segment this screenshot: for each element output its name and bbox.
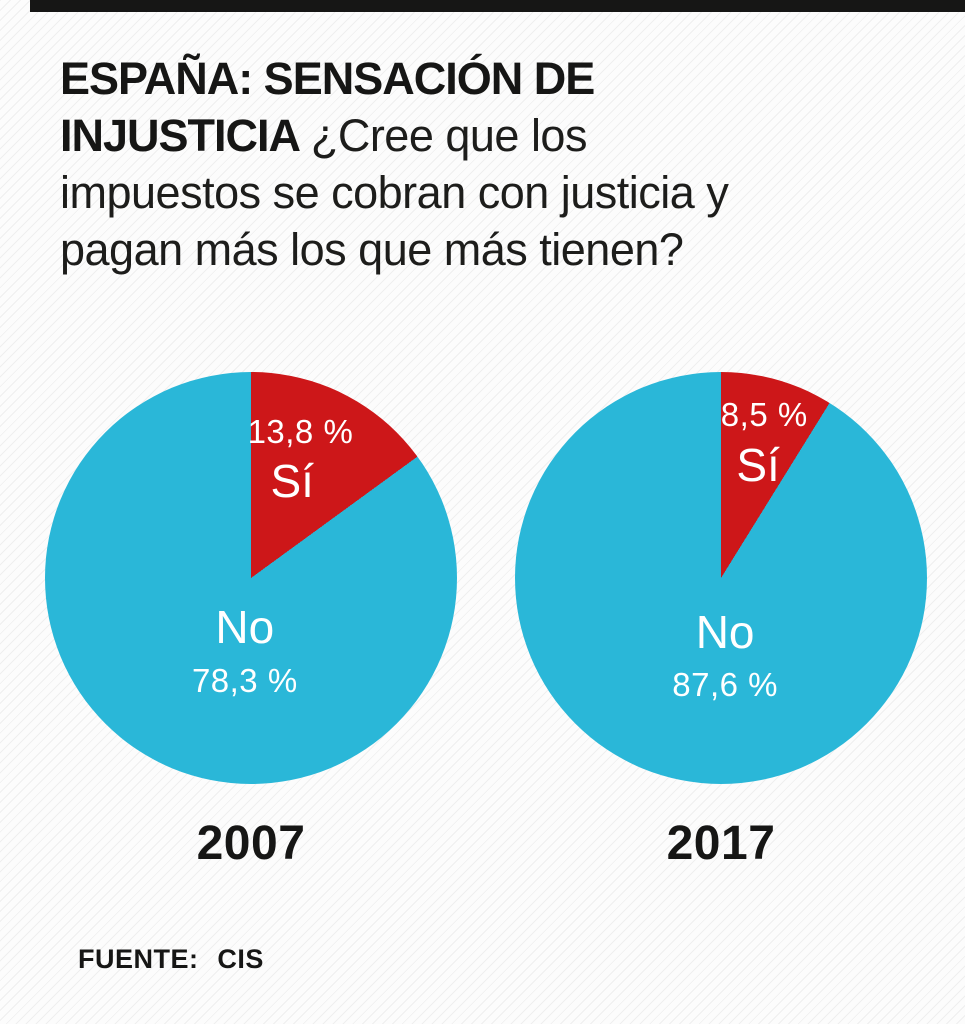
title-regular-text: ¿Cree que los [310, 110, 588, 161]
title-regular-text: pagan más los que más tienen? [60, 224, 684, 275]
pie-chart-2017: 8,5 % Sí No 87,6 % [515, 372, 927, 784]
title-line-1: ESPAÑA: SENSACIÓN DE [60, 50, 920, 107]
year-label-2007: 2007 [196, 817, 306, 870]
category-label-no-2007: No [215, 601, 275, 654]
pie-chart-2007: 13,8 % Sí No 78,3 % [45, 372, 457, 784]
pie-figure-2007: 13,8 % Sí No 78,3 % 2007 [45, 372, 457, 871]
value-label-yes-2007: 13,8 % [247, 412, 354, 450]
pie-charts-row: 13,8 % Sí No 78,3 % 2007 8,5 % Sí No 87,… [45, 372, 927, 871]
title-bold-text: ESPAÑA: SENSACIÓN DE [60, 53, 595, 104]
title-regular-text: impuestos se cobran con justicia y [60, 167, 729, 218]
pie-figure-2017: 8,5 % Sí No 87,6 % 2017 [515, 372, 927, 871]
title-bold-text: INJUSTICIA [60, 110, 301, 161]
top-accent-bar [30, 0, 965, 12]
source: FUENTE: CIS [78, 944, 264, 975]
chart-title: ESPAÑA: SENSACIÓN DE INJUSTICIA ¿Cree que… [60, 50, 920, 278]
value-label-no-2007: 78,3 % [191, 662, 298, 699]
title-line-4: pagan más los que más tienen? [60, 221, 920, 278]
value-label-no-2017: 87,6 % [672, 666, 778, 704]
title-line-3: impuestos se cobran con justicia y [60, 164, 920, 221]
source-value: CIS [217, 944, 264, 974]
category-label-yes-2017: Sí [736, 438, 780, 491]
category-label-yes-2007: Sí [270, 455, 314, 508]
source-label: FUENTE: [78, 944, 199, 974]
year-label-2017: 2017 [666, 817, 776, 870]
title-line-2: INJUSTICIA ¿Cree que los [60, 107, 920, 164]
value-label-yes-2017: 8,5 % [720, 396, 808, 434]
category-label-no-2017: No [695, 605, 755, 658]
